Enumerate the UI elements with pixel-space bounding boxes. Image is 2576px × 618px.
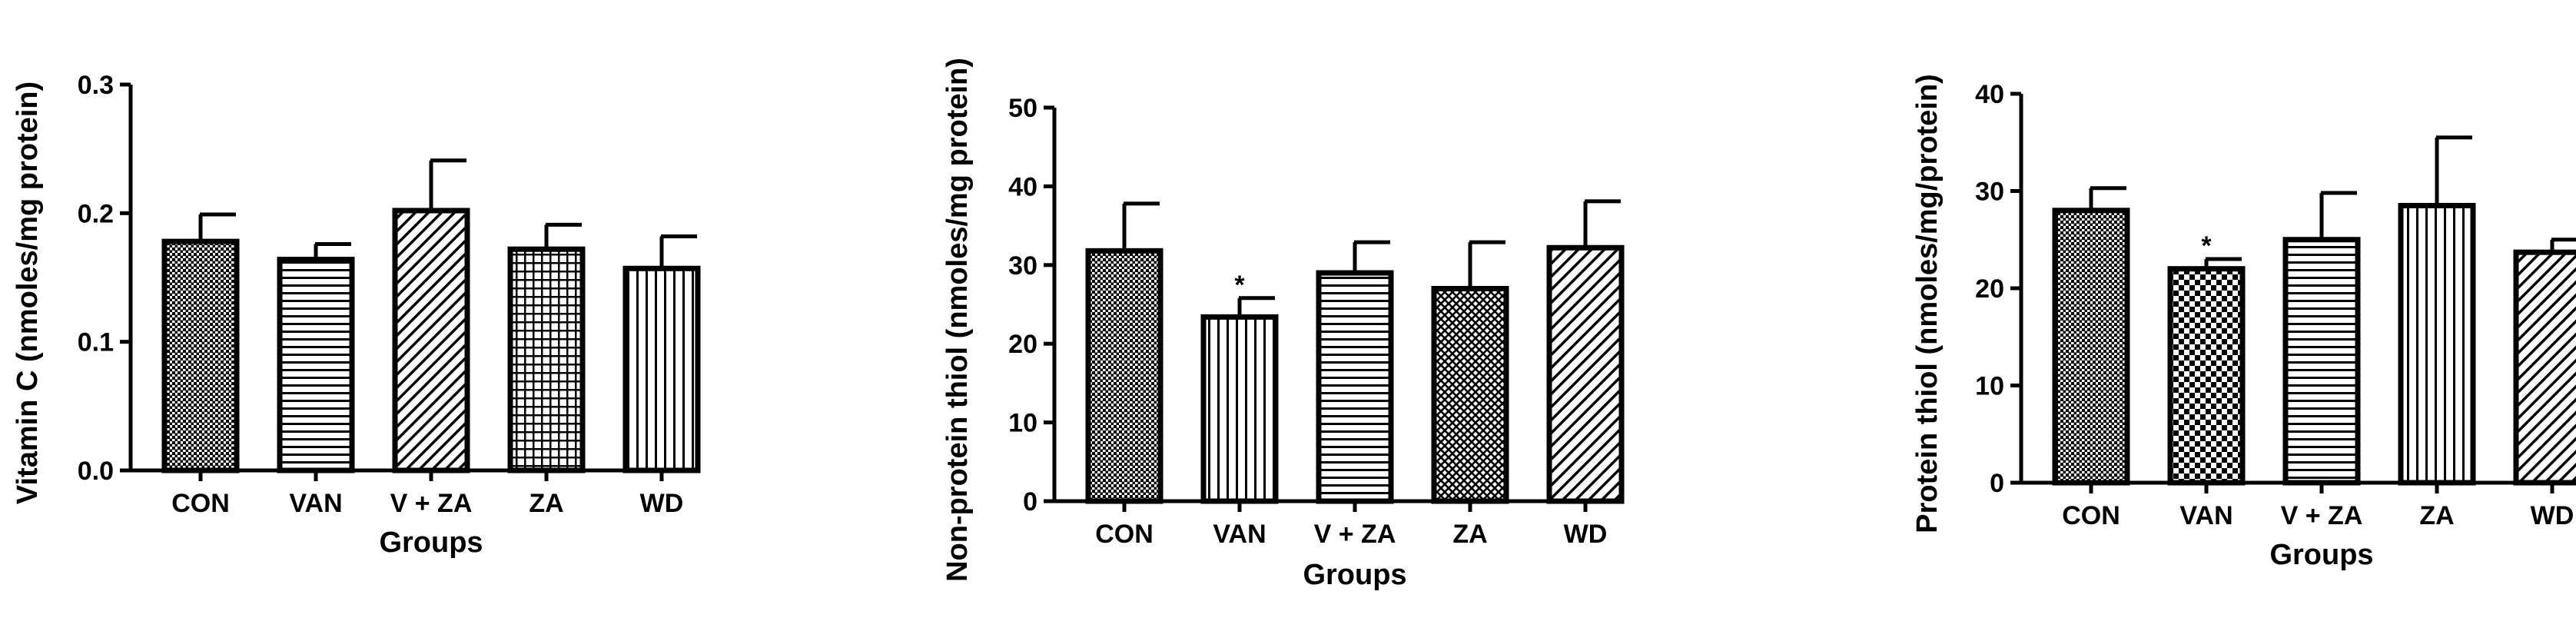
y-tick-label: 30 bbox=[1975, 178, 2004, 207]
bar-con bbox=[2052, 208, 2130, 486]
y-tick-label: 50 bbox=[1008, 94, 1037, 123]
x-tick-label: WD bbox=[1564, 520, 1608, 549]
bar-wd bbox=[2513, 249, 2576, 486]
chart-non-protein-thiol: 0 10 20 30 40 50 CON VAN * V + ZA ZA WD Groups Non-pr… bbox=[941, 58, 1625, 591]
x-tick-label: VAN bbox=[2179, 501, 2232, 530]
y-tick-label: 10 bbox=[1975, 372, 2004, 401]
bar-con bbox=[161, 238, 240, 473]
chart-protein-thiol: 0 10 20 30 40 CON VAN * V + ZA ZA WD Groups Protein … bbox=[1911, 74, 2576, 571]
x-tick-label: ZA bbox=[529, 489, 563, 518]
y-tick-label: 0.0 bbox=[78, 457, 114, 486]
bar-wd bbox=[622, 265, 701, 473]
x-tick-label: ZA bbox=[1452, 520, 1487, 549]
y-tick-label: 0 bbox=[1990, 469, 2004, 498]
y-tick-label: 0.2 bbox=[78, 199, 114, 228]
y-tick-label: 10 bbox=[1008, 409, 1037, 438]
y-tick-label: 40 bbox=[1975, 80, 2004, 109]
significance-marker: * bbox=[2201, 231, 2212, 261]
bar-v-za bbox=[1316, 270, 1394, 504]
bar-con bbox=[1085, 248, 1164, 504]
bar-v-za bbox=[392, 208, 470, 473]
x-tick-label: V + ZA bbox=[390, 489, 473, 518]
y-tick-label: 0.1 bbox=[78, 328, 114, 357]
bar-v-za bbox=[2282, 237, 2361, 486]
y-axis-title: Protein thiol (nmoles/mg/protein) bbox=[1911, 74, 1944, 533]
bar-wd bbox=[1546, 244, 1625, 504]
y-axis-title: Non-protein thiol (nmoles/mg protein) bbox=[941, 58, 974, 582]
bar-za bbox=[2398, 202, 2476, 486]
bar-za bbox=[507, 246, 586, 473]
y-tick-label: 30 bbox=[1008, 251, 1037, 281]
x-tick-label: CON bbox=[171, 489, 230, 518]
bar-za bbox=[1431, 286, 1509, 504]
charts-root: 0.0 0.1 0.2 0.3 CON VAN V + ZA ZA WD Groups Vitami… bbox=[12, 58, 2576, 591]
x-tick-label: WD bbox=[640, 489, 684, 518]
x-tick-label: VAN bbox=[1213, 520, 1266, 549]
bar-van bbox=[2167, 266, 2246, 486]
y-tick-label: 20 bbox=[1008, 330, 1037, 359]
x-axis-title: Groups bbox=[2269, 539, 2373, 571]
x-tick-label: VAN bbox=[289, 489, 342, 518]
x-tick-label: WD bbox=[2531, 501, 2574, 530]
x-tick-label: CON bbox=[2062, 501, 2120, 530]
significance-marker: * bbox=[1234, 271, 1245, 300]
y-axis-title: Vitamin C (nmoles/mg protein) bbox=[12, 81, 44, 504]
x-tick-label: V + ZA bbox=[1314, 520, 1396, 549]
x-tick-label: V + ZA bbox=[2281, 501, 2363, 530]
x-axis-title: Groups bbox=[379, 527, 483, 559]
chart-vitamin-c: 0.0 0.1 0.2 0.3 CON VAN V + ZA ZA WD Groups Vitami… bbox=[12, 71, 701, 559]
y-tick-label: 40 bbox=[1008, 172, 1037, 201]
bar-van bbox=[1200, 314, 1279, 504]
x-tick-label: ZA bbox=[2419, 501, 2454, 530]
y-tick-label: 20 bbox=[1975, 274, 2004, 304]
x-tick-label: CON bbox=[1095, 520, 1154, 549]
bar-van bbox=[277, 257, 355, 473]
x-axis-title: Groups bbox=[1303, 559, 1406, 591]
y-tick-label: 0.3 bbox=[78, 71, 114, 100]
y-tick-label: 0 bbox=[1023, 487, 1037, 517]
